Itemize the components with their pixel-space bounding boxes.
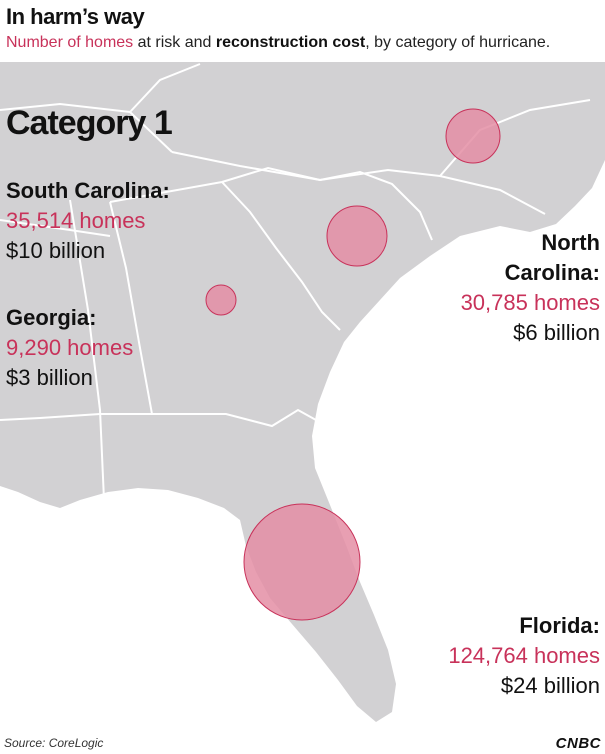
homes-count: 35,514 homes xyxy=(6,208,146,233)
cnbc-logo: CNBC xyxy=(555,735,601,752)
state-borders xyxy=(0,63,591,501)
state-south-carolina: South Carolina: 35,514 homes $10 billion xyxy=(6,176,170,266)
subtitle-at-risk: at risk and xyxy=(133,34,216,51)
source-note: Source: CoreLogic xyxy=(4,736,104,750)
state-florida: Florida: 124,764 homes $24 billion xyxy=(448,611,600,701)
state-georgia: Georgia: 9,290 homes $3 billion xyxy=(6,303,133,393)
category-label: Category 1 xyxy=(6,104,173,142)
state-name-line1: North xyxy=(541,230,600,255)
homes-count: 9,290 homes xyxy=(6,335,134,360)
subtitle-tail: , by category of hurricane. xyxy=(365,34,551,51)
subtitle-homes: Number of homes xyxy=(6,34,134,51)
bubble-south-carolina xyxy=(326,205,388,267)
reconstruction-cost: $3 billion xyxy=(6,365,93,390)
bubble-north-carolina xyxy=(445,108,501,164)
state-north-carolina: North Carolina: 30,785 homes $6 billion xyxy=(461,228,600,348)
state-name-line2: Carolina: xyxy=(504,260,600,285)
bubble-georgia xyxy=(205,284,237,316)
state-name: Florida: xyxy=(519,613,600,638)
reconstruction-cost: $6 billion xyxy=(513,320,600,345)
page-title: In harm’s way xyxy=(6,4,145,29)
homes-count: 30,785 homes xyxy=(460,290,600,315)
bubble-florida xyxy=(243,503,361,621)
land-mass xyxy=(0,62,605,722)
subtitle-cost: reconstruction cost xyxy=(215,34,366,51)
reconstruction-cost: $10 billion xyxy=(6,238,106,263)
reconstruction-cost: $24 billion xyxy=(500,673,600,698)
header: In harm’s way Number of homes at risk an… xyxy=(0,0,605,62)
state-name: South Carolina: xyxy=(6,178,170,203)
subtitle: Number of homes at risk and reconstructi… xyxy=(6,34,550,52)
state-name: Georgia: xyxy=(6,305,97,330)
homes-count: 124,764 homes xyxy=(448,643,600,668)
